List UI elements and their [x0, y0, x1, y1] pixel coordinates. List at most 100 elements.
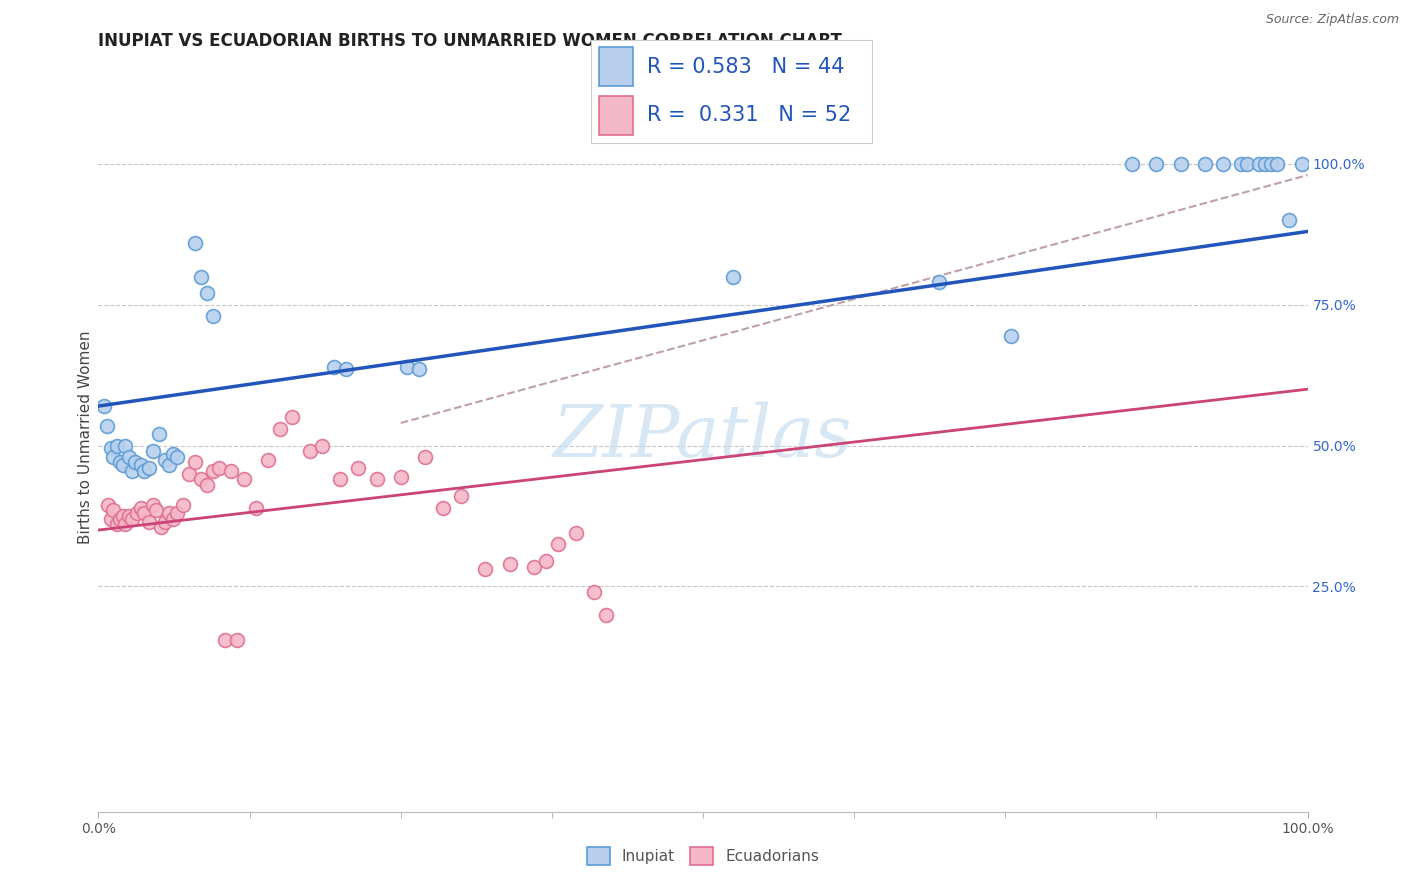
- Point: [1236, 157, 1258, 171]
- Point: [195, 286, 218, 301]
- Point: [256, 452, 278, 467]
- Point: [474, 562, 496, 576]
- Point: [1278, 213, 1301, 227]
- Point: [111, 508, 134, 523]
- Point: [118, 508, 141, 523]
- Point: [100, 442, 122, 456]
- Point: [150, 520, 173, 534]
- Point: [157, 506, 180, 520]
- Point: [148, 427, 170, 442]
- Point: [105, 517, 128, 532]
- Text: R =  0.331   N = 52: R = 0.331 N = 52: [647, 105, 851, 125]
- Point: [1121, 157, 1143, 171]
- Point: [96, 418, 118, 433]
- Point: [101, 503, 124, 517]
- Point: [153, 452, 176, 467]
- Point: [121, 512, 143, 526]
- Point: [413, 450, 436, 464]
- Point: [928, 275, 950, 289]
- Point: [432, 500, 454, 515]
- Point: [1000, 328, 1022, 343]
- Point: [162, 512, 184, 526]
- Point: [311, 438, 333, 452]
- Text: ZIPatlas: ZIPatlas: [553, 401, 853, 473]
- Text: R = 0.583   N = 44: R = 0.583 N = 44: [647, 57, 844, 77]
- Y-axis label: Births to Unmarried Women: Births to Unmarried Women: [77, 330, 93, 544]
- Point: [214, 632, 236, 647]
- Point: [202, 464, 225, 478]
- Point: [142, 498, 165, 512]
- Point: [347, 461, 370, 475]
- Point: [195, 478, 218, 492]
- Point: [1254, 157, 1277, 171]
- Point: [121, 464, 143, 478]
- Point: [1146, 157, 1168, 171]
- Point: [1260, 157, 1282, 171]
- Point: [565, 525, 588, 540]
- Point: [335, 362, 357, 376]
- Point: [100, 512, 122, 526]
- Point: [124, 455, 146, 469]
- Point: [595, 607, 617, 622]
- Point: [129, 458, 152, 473]
- Point: [166, 506, 188, 520]
- Point: [723, 269, 745, 284]
- Point: [583, 585, 606, 599]
- Point: [184, 455, 207, 469]
- Point: [184, 235, 207, 250]
- Point: [142, 444, 165, 458]
- Point: [114, 438, 136, 452]
- Text: INUPIAT VS ECUADORIAN BIRTHS TO UNMARRIED WOMEN CORRELATION CHART: INUPIAT VS ECUADORIAN BIRTHS TO UNMARRIE…: [98, 32, 842, 50]
- Point: [190, 269, 212, 284]
- Point: [1249, 157, 1271, 171]
- Point: [395, 359, 418, 374]
- Point: [190, 472, 212, 486]
- Point: [450, 489, 472, 503]
- Point: [389, 469, 412, 483]
- Point: [157, 458, 180, 473]
- Point: [153, 515, 176, 529]
- Point: [93, 399, 115, 413]
- Point: [547, 537, 569, 551]
- Point: [269, 422, 291, 436]
- Point: [108, 512, 131, 526]
- Point: [498, 557, 520, 571]
- Point: [329, 472, 352, 486]
- Bar: [599, 47, 633, 87]
- Point: [127, 506, 149, 520]
- Point: [108, 455, 131, 469]
- Point: [299, 444, 322, 458]
- Point: [1170, 157, 1192, 171]
- Point: [408, 362, 430, 376]
- Point: [523, 559, 546, 574]
- Point: [232, 472, 254, 486]
- Point: [145, 503, 167, 517]
- Text: Source: ZipAtlas.com: Source: ZipAtlas.com: [1265, 13, 1399, 27]
- Point: [129, 500, 152, 515]
- Point: [1212, 157, 1234, 171]
- Point: [323, 359, 346, 374]
- Point: [208, 461, 231, 475]
- Point: [245, 500, 267, 515]
- Point: [162, 447, 184, 461]
- Point: [111, 458, 134, 473]
- Point: [179, 467, 201, 481]
- Point: [134, 506, 156, 520]
- Point: [1267, 157, 1289, 171]
- Point: [534, 554, 557, 568]
- Point: [138, 515, 160, 529]
- Point: [221, 464, 243, 478]
- Point: [97, 498, 120, 512]
- Point: [114, 517, 136, 532]
- Point: [1230, 157, 1253, 171]
- Point: [172, 498, 194, 512]
- Point: [1291, 157, 1313, 171]
- Point: [166, 450, 188, 464]
- Point: [105, 438, 128, 452]
- Legend: Inupiat, Ecuadorians: Inupiat, Ecuadorians: [581, 840, 825, 871]
- Point: [134, 464, 156, 478]
- Point: [138, 461, 160, 475]
- Point: [101, 450, 124, 464]
- Point: [366, 472, 388, 486]
- Point: [202, 309, 225, 323]
